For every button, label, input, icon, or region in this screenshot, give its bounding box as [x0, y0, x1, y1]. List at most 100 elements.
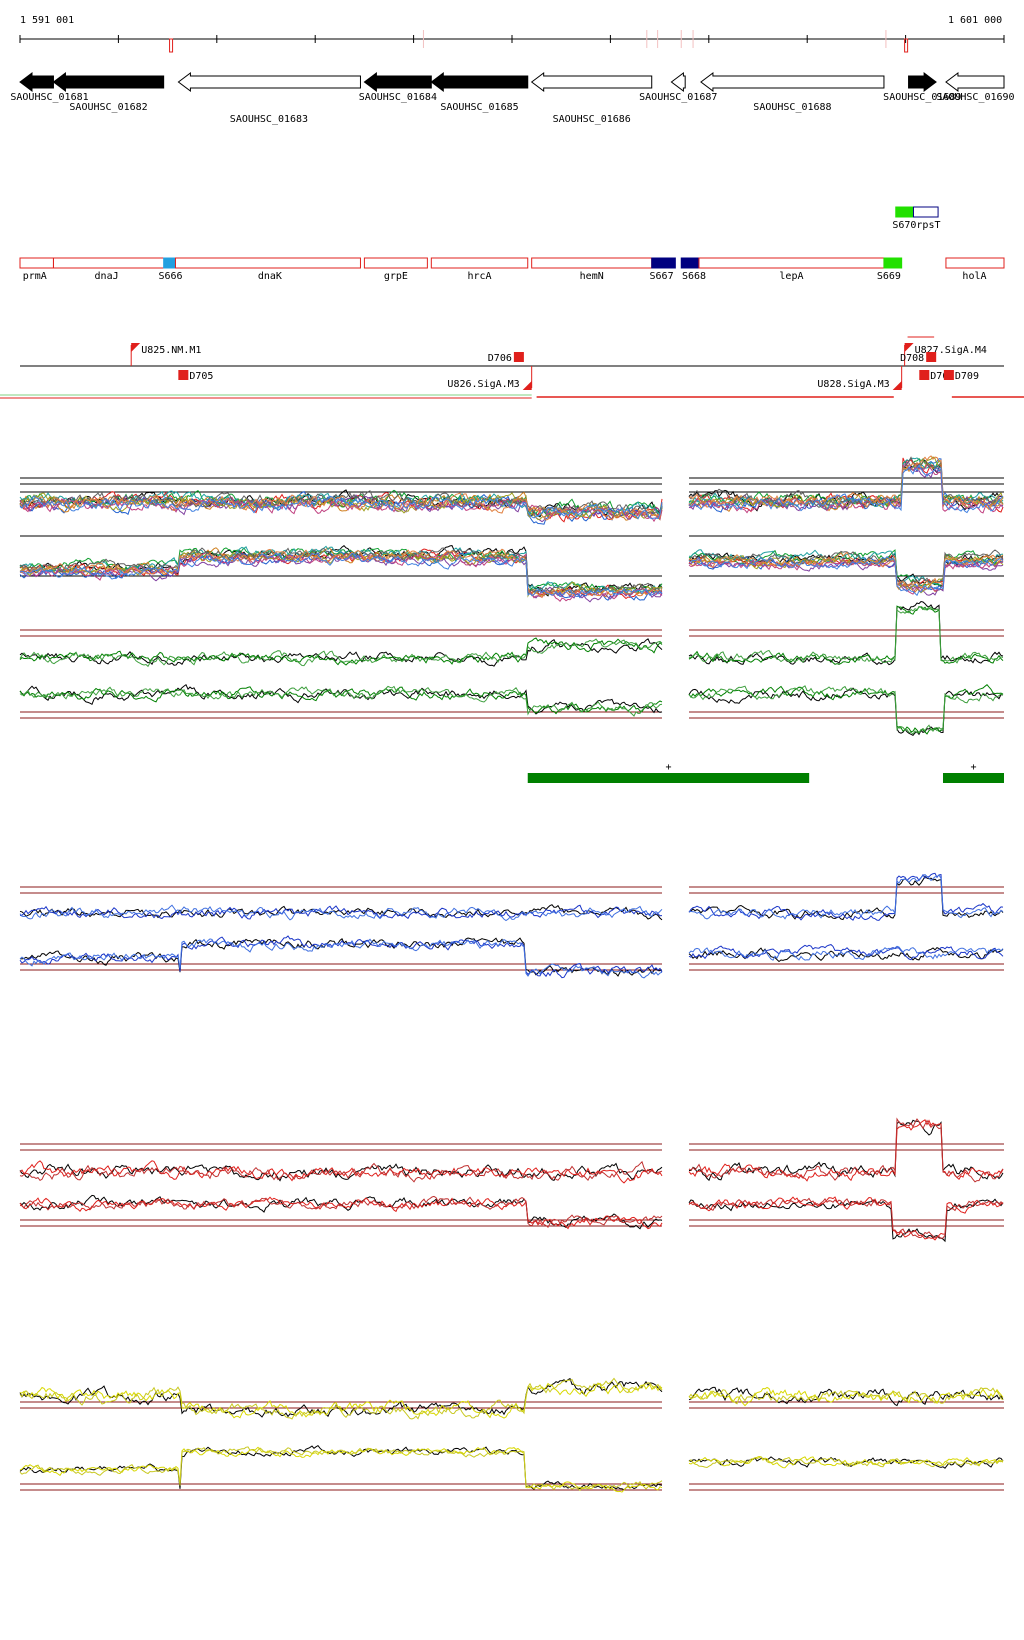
terminator-box[interactable]: D707 — [919, 370, 954, 382]
expression-trace — [688, 551, 1004, 589]
transcript-box[interactable] — [163, 257, 176, 269]
expression-panels: + + — [19, 455, 1004, 1493]
gene-arrow[interactable] — [363, 72, 432, 92]
transcript-label: prmA — [23, 271, 47, 282]
transcript-label: S668 — [682, 271, 706, 282]
transcript-box[interactable] — [883, 257, 903, 269]
expression-trace — [688, 872, 1004, 921]
expression-trace — [688, 605, 1004, 665]
expression-trace — [19, 686, 663, 715]
expression-trace — [19, 1195, 663, 1228]
expression-trace — [19, 1446, 663, 1493]
expression-panel — [19, 1194, 1004, 1243]
gene-label: SAOUHSC_01683 — [230, 114, 308, 125]
terminator-label: D706 — [488, 353, 512, 364]
promoter-flag[interactable]: U827.SigA.M4 — [904, 343, 987, 366]
expression-trace — [19, 938, 663, 979]
terminator-box[interactable]: D708 — [900, 352, 937, 364]
transcript-box[interactable] — [698, 257, 885, 269]
expression-trace — [688, 606, 1004, 664]
small-rna-box[interactable] — [912, 206, 939, 218]
expression-trace — [688, 457, 1004, 511]
expression-trace — [688, 456, 1004, 510]
promoter-flag[interactable]: U828.SigA.M3 — [817, 366, 903, 390]
expression-trace — [19, 490, 663, 517]
expression-trace — [688, 1456, 1004, 1469]
transcript-box[interactable] — [52, 257, 169, 269]
transcript-box[interactable] — [174, 257, 361, 269]
transcript-box[interactable] — [531, 257, 653, 269]
position-ruler: 1 591 001 1 601 000 — [19, 15, 1005, 53]
transcript-track: prmA dnaJ S666 dnaK grpE hrcA hemN S667 S668 lepA… — [19, 257, 1005, 282]
expression-trace — [688, 456, 1004, 509]
gene-arrow[interactable] — [177, 72, 361, 92]
expression-trace — [688, 685, 1004, 735]
significance-bar[interactable] — [942, 773, 1004, 783]
promoter-flag[interactable]: U826.SigA.M3 — [447, 366, 533, 390]
gene-label: SAOUHSC_01685 — [440, 102, 518, 113]
expression-trace — [19, 904, 663, 921]
significance-bar[interactable] — [527, 773, 810, 783]
transcript-box[interactable] — [363, 257, 428, 269]
terminator-box[interactable]: D706 — [488, 352, 524, 364]
expression-trace — [19, 935, 663, 979]
gene-arrow[interactable] — [945, 72, 1005, 92]
promoter-label: U826.SigA.M3 — [447, 379, 519, 390]
expression-trace — [19, 496, 663, 523]
gene-arrow[interactable] — [430, 72, 529, 92]
expression-trace — [19, 551, 663, 602]
transcript-box[interactable] — [430, 257, 529, 269]
expression-panel — [19, 455, 1004, 525]
gene-arrow[interactable] — [52, 72, 165, 92]
transcript-box[interactable] — [945, 257, 1005, 269]
ruler-ticks — [19, 35, 1005, 43]
expression-panel — [19, 1444, 1004, 1493]
expression-trace — [688, 945, 1004, 961]
ruler-start-label: 1 591 001 — [20, 15, 74, 26]
gene-arrow[interactable] — [670, 72, 686, 92]
gene-label: SAOUHSC_01689 — [883, 92, 961, 103]
expression-trace — [688, 600, 1004, 666]
gene-arrow[interactable] — [700, 72, 885, 92]
expression-trace — [688, 455, 1004, 511]
transcript-box[interactable] — [680, 257, 700, 269]
gene-arrow[interactable] — [908, 72, 937, 92]
expression-trace — [19, 904, 663, 922]
expression-trace — [19, 495, 663, 520]
gene-label: SAOUHSC_01686 — [553, 114, 631, 125]
transcript-label: lepA — [779, 271, 803, 282]
expression-trace — [19, 548, 663, 599]
expression-trace — [688, 556, 1004, 597]
terminator-label: D709 — [955, 371, 979, 382]
expression-trace — [688, 874, 1004, 920]
expression-trace — [688, 1117, 1004, 1183]
promoter-label: U825.NM.M1 — [141, 345, 201, 356]
terminator-box[interactable]: D709 — [943, 370, 979, 382]
terminator-label: D707 — [930, 371, 954, 382]
expression-trace — [688, 687, 1004, 737]
expression-panel — [19, 535, 1004, 603]
expression-trace — [688, 1197, 1004, 1239]
small-rna-track: S670rpsT — [892, 206, 941, 231]
ruler-end-label: 1 601 000 — [948, 15, 1002, 26]
transcript-box[interactable] — [19, 257, 54, 269]
transcript-label: holA — [962, 271, 986, 282]
expression-panel — [19, 683, 1004, 737]
expression-panel — [19, 600, 1004, 668]
expression-trace — [19, 1160, 663, 1183]
transcript-box[interactable] — [651, 257, 676, 269]
promoter-flag[interactable]: U825.NM.M1 — [130, 343, 201, 366]
gene-arrow[interactable] — [19, 72, 54, 92]
gene-arrow[interactable] — [530, 72, 653, 92]
expression-trace — [688, 549, 1004, 587]
transcript-label: dnaJ — [95, 271, 119, 282]
terminator-label: D708 — [900, 353, 924, 364]
terminator-box[interactable]: D705 — [178, 370, 213, 382]
gene-label: SAOUHSC_01684 — [359, 92, 437, 103]
expression-panel — [19, 1377, 1004, 1420]
expression-trace — [688, 1386, 1004, 1407]
expression-trace — [19, 904, 663, 920]
small-rna-box[interactable] — [895, 206, 914, 218]
